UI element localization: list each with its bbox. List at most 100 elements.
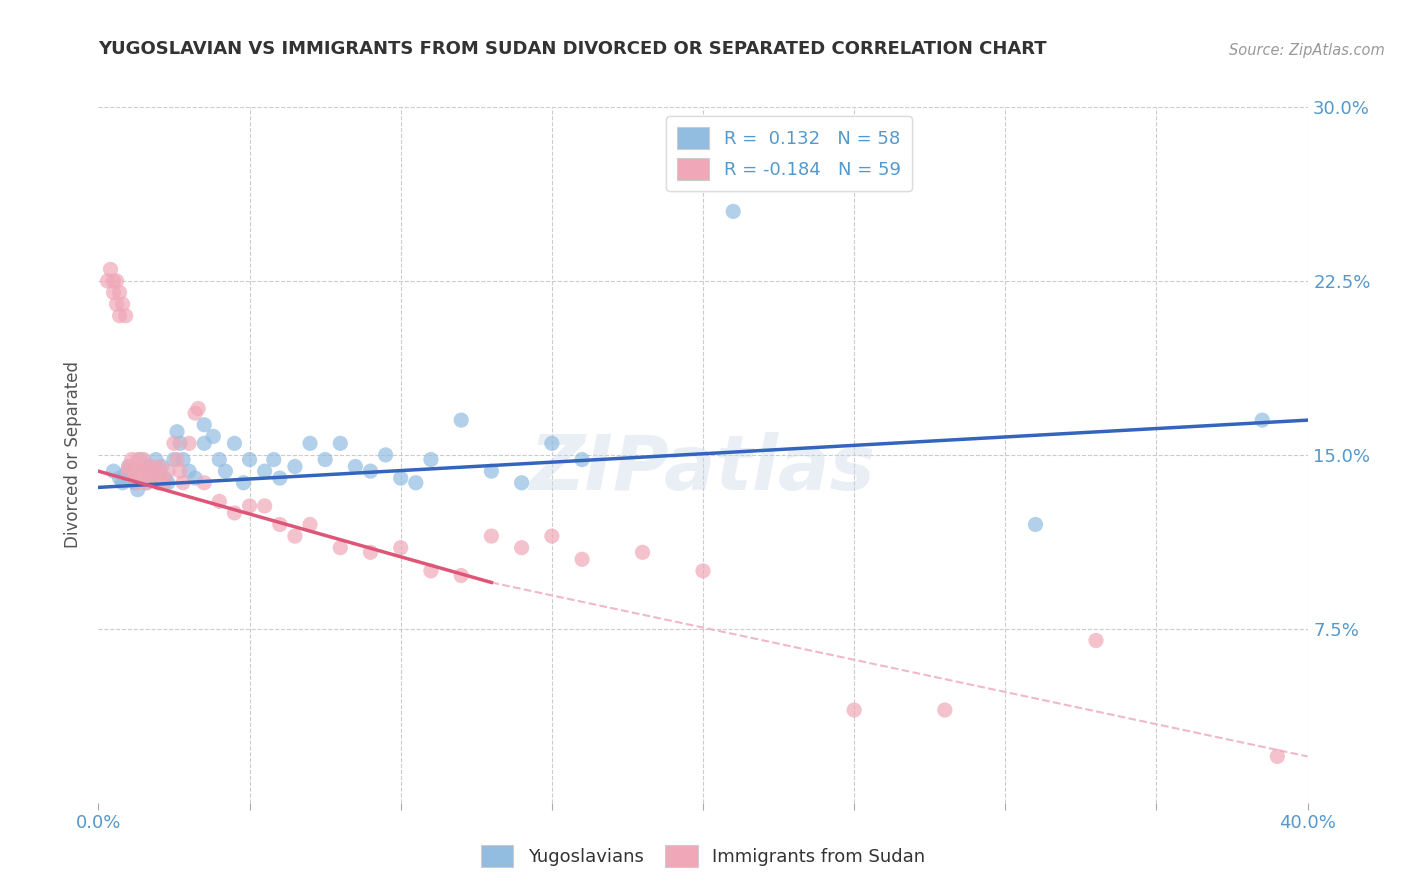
Point: [135, 464, 157, 478]
Point: [111, 475, 134, 490]
Point: [450, 568, 472, 582]
Point: [96, 274, 118, 288]
Point: [179, 464, 201, 478]
Point: [132, 471, 155, 485]
Point: [208, 494, 231, 508]
Point: [284, 529, 307, 543]
Point: [114, 467, 136, 481]
Point: [132, 452, 155, 467]
Point: [179, 436, 201, 450]
Point: [150, 459, 173, 474]
Point: [193, 436, 215, 450]
Point: [224, 436, 246, 450]
Point: [344, 459, 367, 474]
Point: [239, 499, 262, 513]
Point: [108, 285, 131, 300]
Point: [187, 401, 209, 416]
Point: [571, 552, 593, 566]
Point: [108, 471, 131, 485]
Point: [145, 464, 167, 478]
Point: [510, 475, 533, 490]
Point: [145, 452, 167, 467]
Point: [631, 545, 654, 559]
Point: [105, 274, 128, 288]
Point: [420, 452, 443, 467]
Point: [239, 452, 262, 467]
Point: [184, 406, 207, 420]
Point: [389, 471, 412, 485]
Point: [150, 471, 173, 485]
Point: [314, 452, 336, 467]
Point: [571, 452, 593, 467]
Point: [481, 464, 503, 478]
Point: [1024, 517, 1046, 532]
Point: [156, 464, 179, 478]
Point: [139, 459, 162, 474]
Point: [163, 452, 186, 467]
Point: [374, 448, 396, 462]
Point: [135, 464, 157, 478]
Point: [148, 459, 170, 474]
Point: [214, 464, 236, 478]
Point: [299, 517, 322, 532]
Point: [148, 475, 170, 490]
Point: [142, 471, 165, 485]
Point: [692, 564, 714, 578]
Point: [405, 475, 427, 490]
Point: [156, 475, 179, 490]
Point: [329, 436, 352, 450]
Point: [127, 467, 149, 481]
Point: [129, 452, 152, 467]
Point: [114, 309, 136, 323]
Point: [540, 436, 562, 450]
Legend: R =  0.132   N = 58, R = -0.184   N = 59: R = 0.132 N = 58, R = -0.184 N = 59: [666, 116, 911, 191]
Point: [118, 459, 141, 474]
Text: YUGOSLAVIAN VS IMMIGRANTS FROM SUDAN DIVORCED OR SEPARATED CORRELATION CHART: YUGOSLAVIAN VS IMMIGRANTS FROM SUDAN DIV…: [98, 40, 1047, 58]
Point: [169, 464, 191, 478]
Text: Source: ZipAtlas.com: Source: ZipAtlas.com: [1229, 43, 1385, 58]
Point: [121, 452, 143, 467]
Point: [263, 452, 285, 467]
Point: [127, 475, 149, 490]
Point: [510, 541, 533, 555]
Point: [420, 564, 443, 578]
Point: [284, 459, 307, 474]
Point: [153, 471, 176, 485]
Point: [166, 425, 188, 439]
Point: [148, 464, 170, 478]
Point: [169, 436, 191, 450]
Point: [135, 475, 157, 490]
Point: [166, 452, 188, 467]
Point: [193, 417, 215, 432]
Point: [253, 464, 276, 478]
Point: [118, 464, 141, 478]
Point: [481, 529, 503, 543]
Point: [269, 471, 291, 485]
Point: [172, 475, 194, 490]
Point: [1085, 633, 1108, 648]
Point: [172, 452, 194, 467]
Point: [163, 436, 186, 450]
Point: [1251, 413, 1274, 427]
Point: [329, 541, 352, 555]
Point: [100, 262, 122, 277]
Point: [253, 499, 276, 513]
Point: [299, 436, 322, 450]
Point: [723, 204, 745, 219]
Point: [118, 459, 141, 474]
Point: [148, 475, 170, 490]
Point: [193, 475, 215, 490]
Point: [450, 413, 472, 427]
Point: [121, 464, 143, 478]
Point: [360, 545, 382, 559]
Point: [111, 297, 134, 311]
Legend: Yugoslavians, Immigrants from Sudan: Yugoslavians, Immigrants from Sudan: [474, 838, 932, 874]
Point: [540, 529, 562, 543]
Point: [184, 471, 207, 485]
Point: [103, 285, 125, 300]
Point: [135, 475, 157, 490]
Point: [139, 459, 162, 474]
Text: ZIPatlas: ZIPatlas: [530, 432, 876, 506]
Point: [105, 297, 128, 311]
Point: [153, 475, 176, 490]
